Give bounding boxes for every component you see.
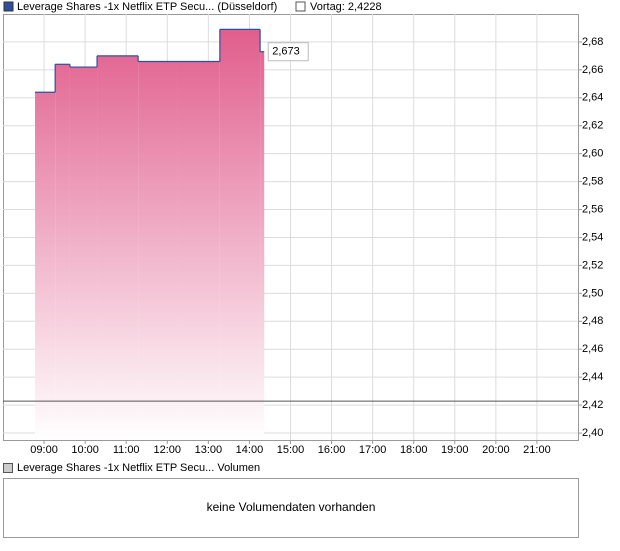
x-tick-label: 13:00	[195, 444, 223, 456]
y-tick-label: 2,68	[582, 36, 603, 48]
y-tick-label: 2,50	[582, 287, 603, 299]
x-tick-label: 20:00	[482, 444, 510, 456]
x-tick-label: 17:00	[359, 444, 387, 456]
legend-swatch	[3, 1, 14, 12]
y-tick-label: 2,58	[582, 176, 603, 188]
x-tick-label: 21:00	[523, 444, 551, 456]
volume-legend: Leverage Shares -1x Netflix ETP Secu... …	[17, 462, 260, 474]
volume-message: keine Volumendaten vorhanden	[207, 500, 376, 514]
reference-swatch	[295, 1, 306, 12]
last-value-box	[267, 42, 309, 62]
area-segment	[138, 61, 178, 440]
x-tick-label: 12:00	[154, 444, 182, 456]
x-tick-label: 18:00	[400, 444, 428, 456]
area-segment	[69, 67, 98, 440]
volume-swatch	[3, 463, 13, 473]
area-segment	[55, 64, 70, 440]
y-tick-label: 2,56	[582, 203, 603, 215]
x-tick-label: 11:00	[113, 444, 140, 456]
y-tick-label: 2,46	[582, 343, 603, 355]
last-value-label: 2,673	[272, 46, 300, 58]
y-tick-label: 2,60	[582, 148, 603, 160]
y-tick-label: 2,40	[582, 427, 603, 439]
x-tick-label: 16:00	[318, 444, 346, 456]
area-segment	[219, 29, 261, 441]
y-tick-label: 2,66	[582, 64, 603, 76]
x-tick-label: 15:00	[277, 444, 305, 456]
area-segment	[97, 55, 139, 440]
area-segment	[177, 61, 220, 440]
y-tick-label: 2,54	[582, 231, 603, 243]
y-tick-label: 2,42	[582, 399, 603, 411]
area-segment	[260, 51, 265, 440]
y-tick-label: 2,62	[582, 120, 603, 132]
volume-frame	[3, 478, 579, 538]
reference-label: Vortag: 2,4228	[310, 1, 382, 13]
x-tick-label: 10:00	[71, 444, 99, 456]
x-tick-label: 14:00	[236, 444, 264, 456]
legend-label: Leverage Shares -1x Netflix ETP Secu... …	[17, 1, 277, 13]
y-tick-label: 2,48	[582, 315, 603, 327]
y-tick-label: 2,64	[582, 92, 603, 104]
area-segment	[35, 92, 56, 440]
y-tick-label: 2,52	[582, 259, 603, 271]
x-tick-label: 09:00	[30, 444, 58, 456]
x-tick-label: 19:00	[441, 444, 469, 456]
y-tick-label: 2,44	[582, 371, 603, 383]
